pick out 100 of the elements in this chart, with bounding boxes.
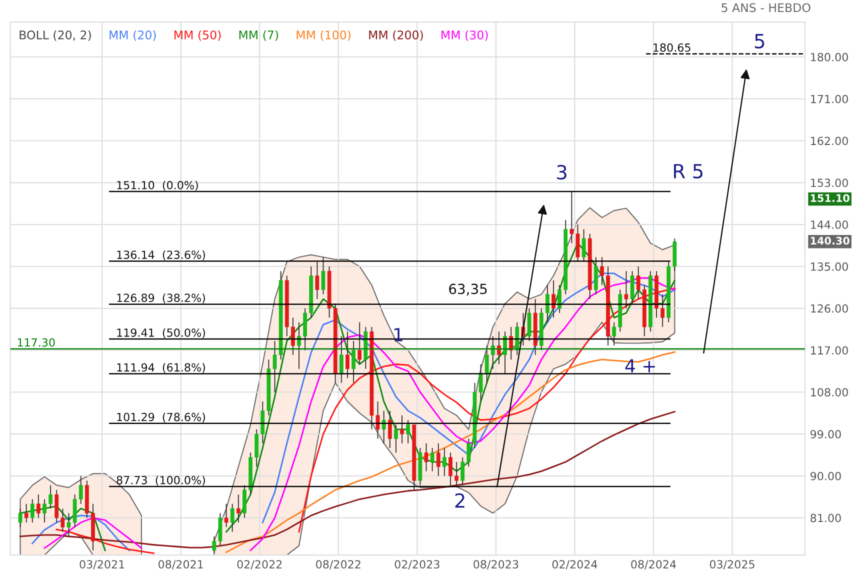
- candlestick: [297, 322, 301, 370]
- y-tick-label: 81.00: [810, 514, 841, 522]
- candlestick: [630, 270, 634, 304]
- candlestick: [624, 270, 628, 309]
- candlestick: [576, 224, 580, 262]
- candlestick: [54, 489, 59, 523]
- x-tick-label: 08/2021: [158, 560, 203, 570]
- y-tick-label: 135.00: [811, 262, 848, 271]
- candlestick: [24, 503, 28, 523]
- x-tick-label: 08/2022: [316, 560, 360, 570]
- ref-line-label: 101.29 (78.6%): [117, 412, 205, 423]
- annotation: 63,35: [449, 284, 487, 296]
- candlestick: [442, 448, 446, 476]
- candlestick: [48, 484, 53, 509]
- y-tick-label: 117.00: [811, 346, 848, 355]
- ref-line-label: 151.10 (0.0%): [117, 180, 198, 191]
- candlestick: [346, 331, 350, 379]
- candlestick: [339, 336, 344, 384]
- candlestick: [36, 494, 40, 518]
- text: MM (200): [369, 30, 423, 41]
- ref-line-label: 111.94 (61.8%): [117, 363, 205, 373]
- annotation: 1: [394, 328, 402, 342]
- candlestick: [545, 284, 550, 323]
- candlestick: [515, 322, 520, 356]
- y-tick-label: 108.00: [811, 388, 848, 397]
- x-tick-label: 08/2024: [631, 560, 676, 570]
- text: 140.30: [810, 236, 850, 245]
- y-tick-label: 171.00: [811, 94, 848, 104]
- y-tick-label: 153.00: [811, 178, 848, 188]
- candlestick: [582, 228, 586, 262]
- candlestick: [352, 340, 356, 384]
- candlestick: [42, 498, 46, 523]
- line-series: [226, 351, 676, 554]
- candlestick: [230, 503, 234, 532]
- y-tick-label: 90.00: [810, 472, 841, 480]
- candlestick: [72, 494, 77, 528]
- y-tick-label: 99.00: [810, 430, 841, 438]
- candlestick: [460, 456, 465, 486]
- candlestick: [552, 280, 556, 318]
- y-tick-label: 180.00: [811, 52, 848, 62]
- candlestick: [612, 322, 616, 346]
- text: MM (50): [174, 30, 221, 41]
- candlestick: [18, 508, 22, 528]
- candlestick: [60, 508, 65, 532]
- annotation: 5: [754, 34, 764, 48]
- candlestick: [454, 461, 458, 486]
- annotation: 2: [455, 493, 464, 508]
- candlestick: [660, 294, 665, 328]
- annotation: 3: [557, 164, 566, 180]
- ref-line-label: 117.30: [18, 338, 55, 347]
- candlestick: [303, 308, 308, 351]
- ref-line-label: 180.65: [654, 43, 690, 52]
- x-tick-label: 02/2023: [394, 560, 440, 570]
- candlestick: [527, 308, 532, 342]
- candlestick: [448, 452, 452, 486]
- candlestick: [236, 494, 240, 523]
- annotation: R 5: [674, 164, 702, 179]
- candlestick: [594, 256, 598, 295]
- candlestick: [382, 410, 386, 444]
- candlestick: [388, 410, 392, 448]
- candlestick: [436, 442, 440, 476]
- text: MM (30): [442, 30, 488, 41]
- candlestick: [254, 428, 259, 468]
- candlestick: [484, 345, 489, 384]
- candlestick: [424, 442, 428, 472]
- ref-line-label: 119.41 (50.0%): [117, 328, 205, 338]
- y-tick-label: 144.00: [811, 220, 848, 229]
- candlestick: [66, 512, 71, 537]
- candlestick: [224, 503, 228, 528]
- chart-subtitle: 5 ANS - HEBDO: [722, 3, 810, 12]
- y-tick-label: 162.00: [811, 136, 848, 146]
- candlestick: [358, 322, 362, 365]
- candlestick: [394, 424, 398, 454]
- text: MM (7): [239, 30, 278, 41]
- candlestick: [315, 261, 320, 300]
- candlestick: [212, 536, 216, 554]
- candlestick: [291, 317, 295, 356]
- y-tick-label: 126.00: [811, 304, 848, 313]
- x-tick-label: 08/2023: [474, 560, 518, 570]
- candlestick: [636, 266, 640, 300]
- candlestick: [260, 400, 265, 444]
- candlestick: [570, 191, 574, 244]
- candlestick: [600, 256, 604, 286]
- x-tick-label: 02/2024: [552, 560, 598, 570]
- text: MM (20): [110, 30, 156, 41]
- candlestick: [78, 475, 83, 504]
- candlestick: [406, 420, 410, 444]
- candlestick: [400, 414, 404, 444]
- candlestick: [30, 498, 34, 523]
- text: 151.10: [810, 194, 850, 202]
- annotation: 4 +: [625, 359, 655, 372]
- ref-line-label: 126.89 (38.2%): [117, 293, 205, 304]
- text: MM (100): [296, 30, 350, 41]
- candlestick: [466, 438, 471, 468]
- legend-title: BOLL (20, 2): [20, 30, 91, 41]
- candlestick: [558, 284, 562, 314]
- x-tick-label: 02/2022: [237, 560, 282, 570]
- candlestick: [321, 256, 326, 295]
- ref-line-label: 87.73 (100.0%): [116, 476, 205, 486]
- candlestick: [430, 448, 434, 472]
